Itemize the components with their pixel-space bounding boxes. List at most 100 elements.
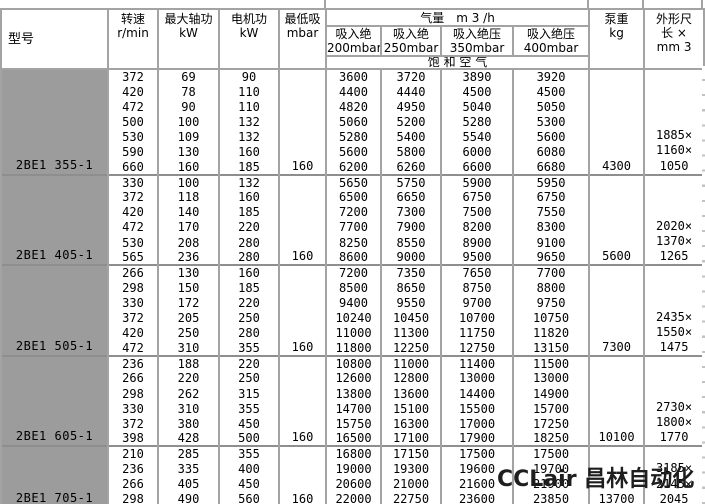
airflow-350-cell: 6600: [440, 159, 514, 175]
airflow-350-cell: 15500: [440, 401, 514, 417]
pump-weight-cell: 4300: [588, 68, 646, 175]
airflow-350-cell: 5280: [440, 114, 514, 130]
airflow-400-cell: 9750: [511, 295, 591, 311]
num-shaft-power-cell: 335: [157, 461, 220, 477]
model-cell: 2BE1 705-1: [0, 445, 109, 504]
airflow-400-cell: 19700: [511, 461, 591, 477]
airflow-200-cell: 12600: [325, 370, 382, 386]
airflow-250-cell: 8650: [380, 280, 442, 296]
table-row: 2BE1 505-1 266 130 160 160 7200 7350 7650 7700 73…: [0, 264, 705, 356]
min-suction-cell: 160: [278, 68, 327, 175]
table-row: 472 310 355 11800 12250 12750 13150: [1, 340, 704, 356]
num-speed-cell: 266: [107, 476, 159, 492]
num-speed-cell: 298: [107, 385, 159, 402]
num-shaft-power-cell: 310: [157, 401, 220, 417]
airflow-200-cell: 6500: [325, 189, 382, 205]
airflow-200-cell: 7200: [325, 264, 382, 281]
airflow-200-cell: 20600: [325, 476, 382, 492]
airflow-200-cell: 10240: [325, 310, 382, 326]
airflow-200-cell: 5060: [325, 114, 382, 130]
airflow-350-cell: 5040: [440, 99, 514, 115]
num-shaft-power-cell: 150: [157, 280, 220, 296]
col-header-abs-200mbar: 吸入绝 200mbar: [325, 25, 382, 57]
num-shaft-power-cell: 188: [157, 354, 220, 371]
col-header-min-suction: 最低吸 mbar: [278, 8, 327, 70]
num-shaft-power-cell: 250: [157, 325, 220, 341]
airflow-400-cell: 4500: [511, 84, 591, 100]
airflow-250-cell: 7300: [380, 204, 442, 220]
airflow-400-cell: 5050: [511, 99, 591, 115]
col-header-pump-weight: 泵重 kg: [588, 8, 646, 70]
table-row: 266 220 250 12600 12800 13000 13000: [1, 370, 704, 386]
airflow-250-cell: 10450: [380, 310, 442, 326]
num-speed-cell: 372: [107, 189, 159, 205]
model-cell: 2BE1 405-1: [0, 173, 109, 266]
airflow-350-cell: 17000: [440, 416, 514, 432]
num-speed-cell: 472: [107, 99, 159, 115]
num-motor-power-cell: 110: [218, 99, 280, 115]
num-shaft-power-cell: 236: [157, 250, 220, 266]
col-header-abs-350mbar: 吸入绝压 350mbar: [440, 25, 514, 57]
num-speed-cell: 372: [107, 416, 159, 432]
num-speed-cell: 660: [107, 159, 159, 175]
num-shaft-power-cell: 90: [157, 99, 220, 115]
pump-weight-cell: 10100: [588, 354, 646, 447]
num-motor-power-cell: 160: [218, 189, 280, 205]
airflow-200-cell: 13800: [325, 385, 382, 402]
border-stub: [587, 0, 589, 10]
airflow-200-cell: 9400: [325, 295, 382, 311]
num-speed-cell: 266: [107, 264, 159, 281]
model-cell: 2BE1 605-1: [0, 354, 109, 447]
airflow-400-cell: 5950: [511, 173, 591, 190]
airflow-200-cell: 7700: [325, 219, 382, 236]
table-row: 530 109 132 5280 5400 5540 5600: [1, 129, 704, 145]
num-motor-power-cell: 160: [218, 264, 280, 281]
table-row: 500 100 132 5060 5200 5280 5300: [1, 114, 704, 130]
num-shaft-power-cell: 130: [157, 264, 220, 281]
num-motor-power-cell: 250: [218, 310, 280, 326]
airflow-200-cell: 14700: [325, 401, 382, 417]
num-shaft-power-cell: 69: [157, 67, 220, 85]
airflow-250-cell: 9000: [380, 250, 442, 266]
airflow-350-cell: 5900: [440, 173, 514, 190]
pump-weight-cell: 13700: [588, 445, 646, 504]
col-header-speed: 转速 r/min: [107, 8, 159, 70]
airflow-400-cell: 6080: [511, 144, 591, 160]
col-header-model: 型号: [0, 8, 109, 70]
airflow-400-cell: 23850: [511, 491, 591, 504]
airflow-200-cell: 3600: [325, 67, 382, 85]
num-speed-cell: 372: [107, 67, 159, 85]
airflow-250-cell: 12250: [380, 340, 442, 356]
border-stub: [324, 0, 326, 10]
airflow-200-cell: 11000: [325, 325, 382, 341]
airflow-250-cell: 9550: [380, 295, 442, 311]
table-edge-artifact: [702, 66, 705, 504]
airflow-400-cell: 5600: [511, 129, 591, 145]
num-shaft-power-cell: 428: [157, 431, 220, 447]
num-shaft-power-cell: 220: [157, 370, 220, 386]
num-speed-cell: 472: [107, 340, 159, 356]
num-shaft-power-cell: 490: [157, 491, 220, 504]
col-header-abs-400mbar: 吸入绝压 400mbar: [511, 25, 591, 57]
airflow-200-cell: 8600: [325, 250, 382, 266]
num-motor-power-cell: 132: [218, 129, 280, 145]
airflow-350-cell: 11400: [440, 354, 514, 371]
airflow-200-cell: 10800: [325, 354, 382, 371]
airflow-400-cell: 9650: [511, 250, 591, 266]
dimensions-cell: 2435× 1550× 1475: [643, 264, 705, 356]
airflow-400-cell: 6680: [511, 159, 591, 175]
num-shaft-power-cell: 208: [157, 235, 220, 251]
table-row: 398 428 500 16500 17100 17900 18250: [1, 431, 704, 447]
num-shaft-power-cell: 380: [157, 416, 220, 432]
table-row: 420 78 110 4400 4440 4500 4500: [1, 84, 704, 100]
num-motor-power-cell: 220: [218, 354, 280, 371]
table-row: 420 250 280 11000 11300 11750 11820: [1, 325, 704, 341]
num-shaft-power-cell: 140: [157, 204, 220, 220]
table-row: 660 160 185 6200 6260 6600 6680: [1, 159, 704, 175]
table-row: 472 170 220 7700 7900 8200 8300: [1, 219, 704, 236]
airflow-350-cell: 23600: [440, 491, 514, 504]
border-stub: [701, 0, 703, 10]
dimensions-cell: 1885× 1160× 1050: [643, 68, 705, 175]
min-suction-cell: 160: [278, 264, 327, 356]
airflow-400-cell: 8800: [511, 280, 591, 296]
